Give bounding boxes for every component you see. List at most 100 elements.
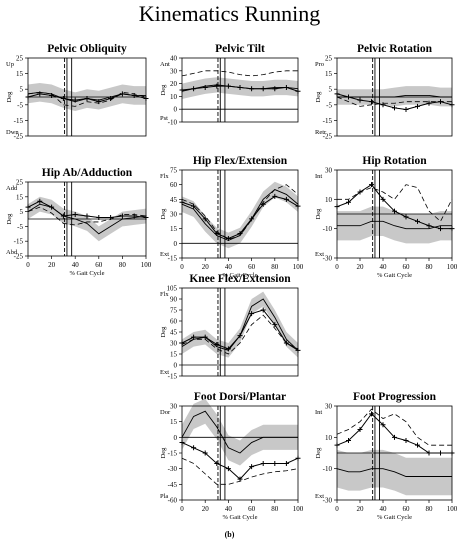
series-marker [438,450,443,456]
y-tick-label: 25 [16,55,24,63]
normal-band [182,181,298,249]
y-tick-label: 75 [170,307,178,315]
series-marker [380,422,386,428]
direction-label-top: Int [315,409,322,416]
series-marker [334,204,340,210]
chart-pelvic-rotation: Pelvic Rotation -25 -15 -5 5 15 25 Deg Pro Retr [315,43,455,141]
chart-pelvic-tilt: Pelvic Tilt -10 0 10 20 30 40 Deg Ant Pst [160,43,301,127]
x-tick-label: 40 [380,263,388,271]
y-tick-label: 30 [325,403,333,411]
series-marker [426,100,432,106]
page-title: Kinematics Running [138,1,321,26]
series-marker [214,341,220,347]
y-tick-label: 25 [16,179,24,187]
y-axis-label: Deg [160,208,167,220]
direction-label-bottom: Pst [160,115,168,122]
direction-label-bottom: Ext [160,251,169,258]
y-axis-label: Deg [315,447,322,459]
x-tick-label: 60 [95,261,103,269]
direction-label-bottom: Dwn [6,129,19,136]
x-tick-label: 100 [447,263,458,271]
y-tick-label: -15 [168,450,178,458]
series-marker [179,87,185,93]
x-axis-label: % Gait Cycle [222,514,257,521]
x-tick-label: 60 [248,505,256,513]
series-marker [369,411,374,417]
normal-band [337,206,452,244]
normal-mean-line [181,410,298,454]
y-tick-label: 75 [170,167,178,175]
chart-foot-progression: Foot Progression -30 -10 10 30 0 20 40 60 80 100 % … [315,391,458,521]
series-marker [346,199,351,205]
series-marker [84,213,90,219]
x-tick-label: 80 [119,261,127,269]
x-tick-label: 20 [357,505,365,513]
series-marker [225,346,231,352]
series-marker [449,102,455,108]
y-axis-label: Deg [6,91,13,103]
normal-mean-line [337,94,452,98]
normal-band [337,449,452,496]
series-marker [260,307,266,313]
series-marker [249,311,255,317]
series-marker [179,199,185,205]
direction-label-top: Dor [160,409,171,416]
series-marker [25,204,31,210]
y-tick-label: -5 [17,223,23,231]
series-marker [346,437,351,443]
y-axis-label: Deg [6,213,13,225]
series-marker [214,83,220,89]
y-tick-label: 105 [167,285,178,293]
series-marker [237,84,243,90]
chart-hip-rotation: Hip Rotation -30 -10 10 30 0 20 40 60 80 100 % Gait… [315,155,458,279]
series-marker [60,213,66,219]
series-marker [334,91,340,97]
y-tick-label: -25 [14,133,24,141]
series-marker [225,83,231,89]
chart-knee-flex-extension: Knee Flex/Extension -15 0 15 30 45 60 75 90 105 De… [160,273,301,381]
series-marker [249,86,255,92]
series-marker [202,450,208,456]
series-marker [25,94,31,100]
y-tick-label: 15 [16,70,24,78]
series-marker [346,94,351,100]
series-marker [37,198,43,204]
y-tick-label: 30 [170,340,178,348]
y-tick-label: 90 [170,296,178,304]
series-line-dashed [337,184,453,222]
chart-hip-ab-adduction: Hip Ab/Adduction -25 -15 -5 5 15 25 0 20 40 60 80 10… [6,167,152,277]
series-marker [143,215,149,221]
y-tick-label: 5 [329,86,333,94]
normal-mean-line [336,468,452,477]
y-tick-label: -15 [14,117,24,125]
y-tick-label: -30 [168,465,178,473]
direction-label-bottom: Ext [315,493,324,500]
y-tick-label: -10 [323,465,333,473]
y-tick-label: -15 [168,255,178,263]
chart-title: Hip Ab/Adduction [42,167,133,179]
series-marker [237,333,243,339]
x-tick-label: 100 [293,505,304,513]
y-tick-label: -30 [323,497,333,505]
series-marker [449,450,455,456]
direction-label-bottom: Abd [6,249,18,256]
series-marker [191,86,197,92]
series-marker [392,208,397,214]
y-axis-label: Deg [160,447,167,459]
series-marker [295,455,301,461]
y-tick-label: -15 [168,373,178,381]
y-tick-label: -60 [168,497,178,505]
series-marker [283,84,289,90]
y-tick-label: 45 [170,196,178,204]
chart-title: Pelvic Tilt [215,43,265,55]
series-marker [369,182,374,188]
y-tick-label: 45 [170,329,178,337]
chart-title: Pelvic Rotation [357,43,433,55]
x-tick-label: 20 [48,261,56,269]
chart-title: Hip Flex/Extension [193,155,288,167]
series-marker [283,196,289,202]
y-tick-label: -30 [323,255,333,263]
x-tick-label: 80 [426,263,434,271]
normal-mean-line [27,203,147,235]
series-marker [260,460,266,466]
